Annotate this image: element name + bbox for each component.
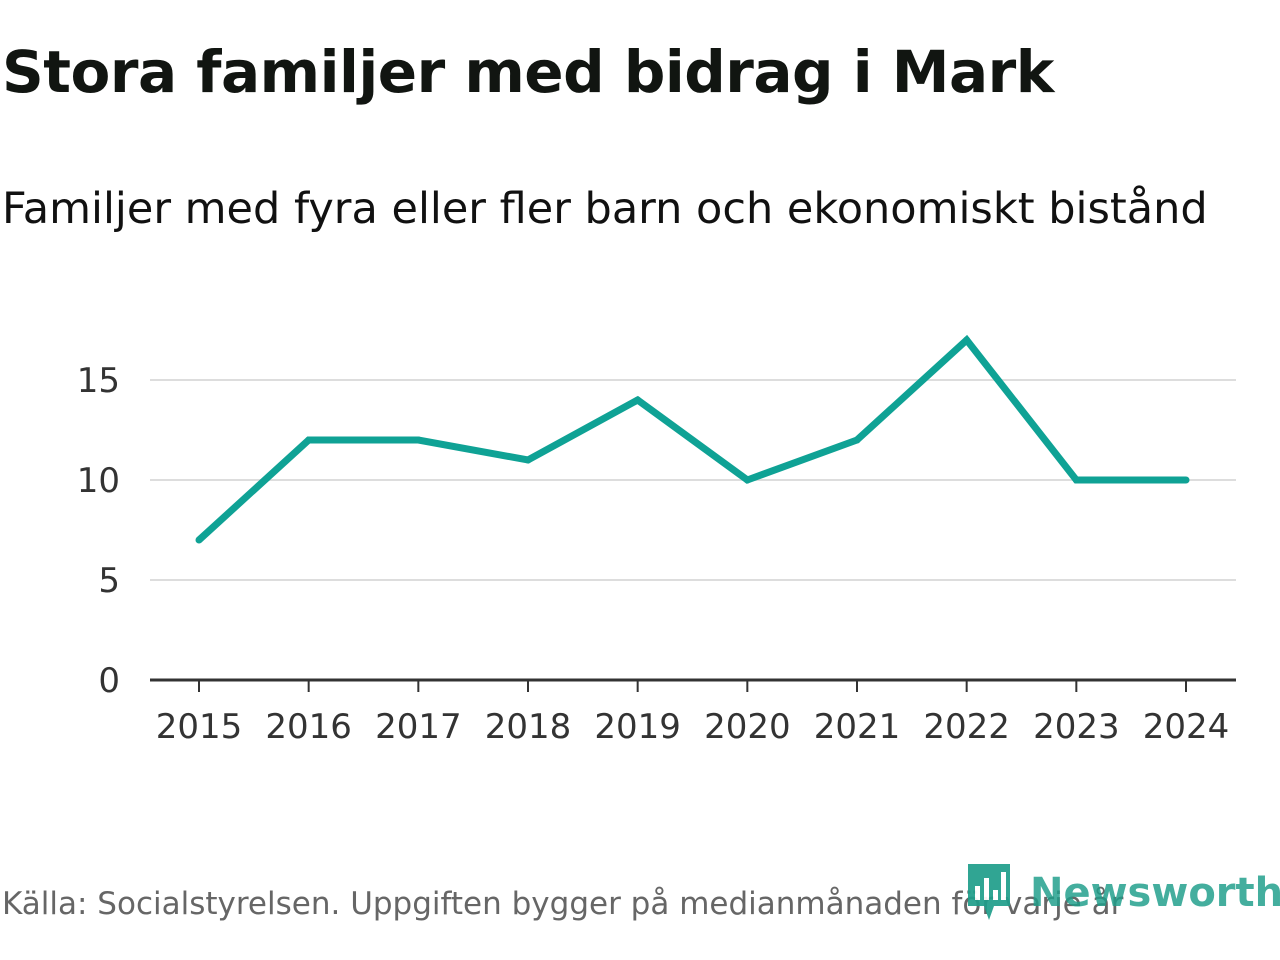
y-tick-label: 10 xyxy=(77,461,120,501)
data-point-2024 xyxy=(1182,476,1190,484)
y-tick-label: 5 xyxy=(98,561,120,601)
y-tick-label: 0 xyxy=(98,661,120,701)
data-point-2016 xyxy=(305,436,313,444)
brand-name: Newsworthy xyxy=(1030,870,1280,916)
data-point-2021 xyxy=(853,436,861,444)
x-tick-label: 2020 xyxy=(704,707,791,747)
x-tick-label: 2023 xyxy=(1033,707,1120,747)
data-point-2015 xyxy=(195,536,203,544)
x-tick-label: 2019 xyxy=(594,707,681,747)
x-tick-label: 2016 xyxy=(265,707,352,747)
x-tick-label: 2015 xyxy=(156,707,243,747)
line-chart: 0 5 10 15 2015 2016 2017 2018 2019 2020 2021 2022 20… xyxy=(77,334,1236,747)
x-tick-label: 2021 xyxy=(814,707,901,747)
y-tick-label: 15 xyxy=(77,361,120,401)
data-point-2020 xyxy=(743,476,751,484)
x-tick-label: 2022 xyxy=(923,707,1010,747)
source-note: Källa: Socialstyrelsen. Uppgiften bygger… xyxy=(2,886,1124,922)
series-line xyxy=(196,334,1186,543)
data-point-2019 xyxy=(634,396,642,404)
brand-logo: Newsworthy xyxy=(964,862,1280,924)
x-tick-label: 2024 xyxy=(1143,707,1230,747)
x-tick-label: 2017 xyxy=(375,707,462,747)
data-point-2017 xyxy=(414,436,422,444)
newsworthy-logo-icon xyxy=(968,864,1010,920)
chart-subtitle: Familjer med fyra eller fler barn och ek… xyxy=(2,184,1208,234)
chart-title: Stora familjer med bidrag i Mark xyxy=(2,38,1054,106)
data-point-2018 xyxy=(524,456,532,464)
x-tick-label: 2018 xyxy=(485,707,572,747)
data-point-2023 xyxy=(1072,476,1080,484)
data-point-2022 xyxy=(963,336,971,344)
